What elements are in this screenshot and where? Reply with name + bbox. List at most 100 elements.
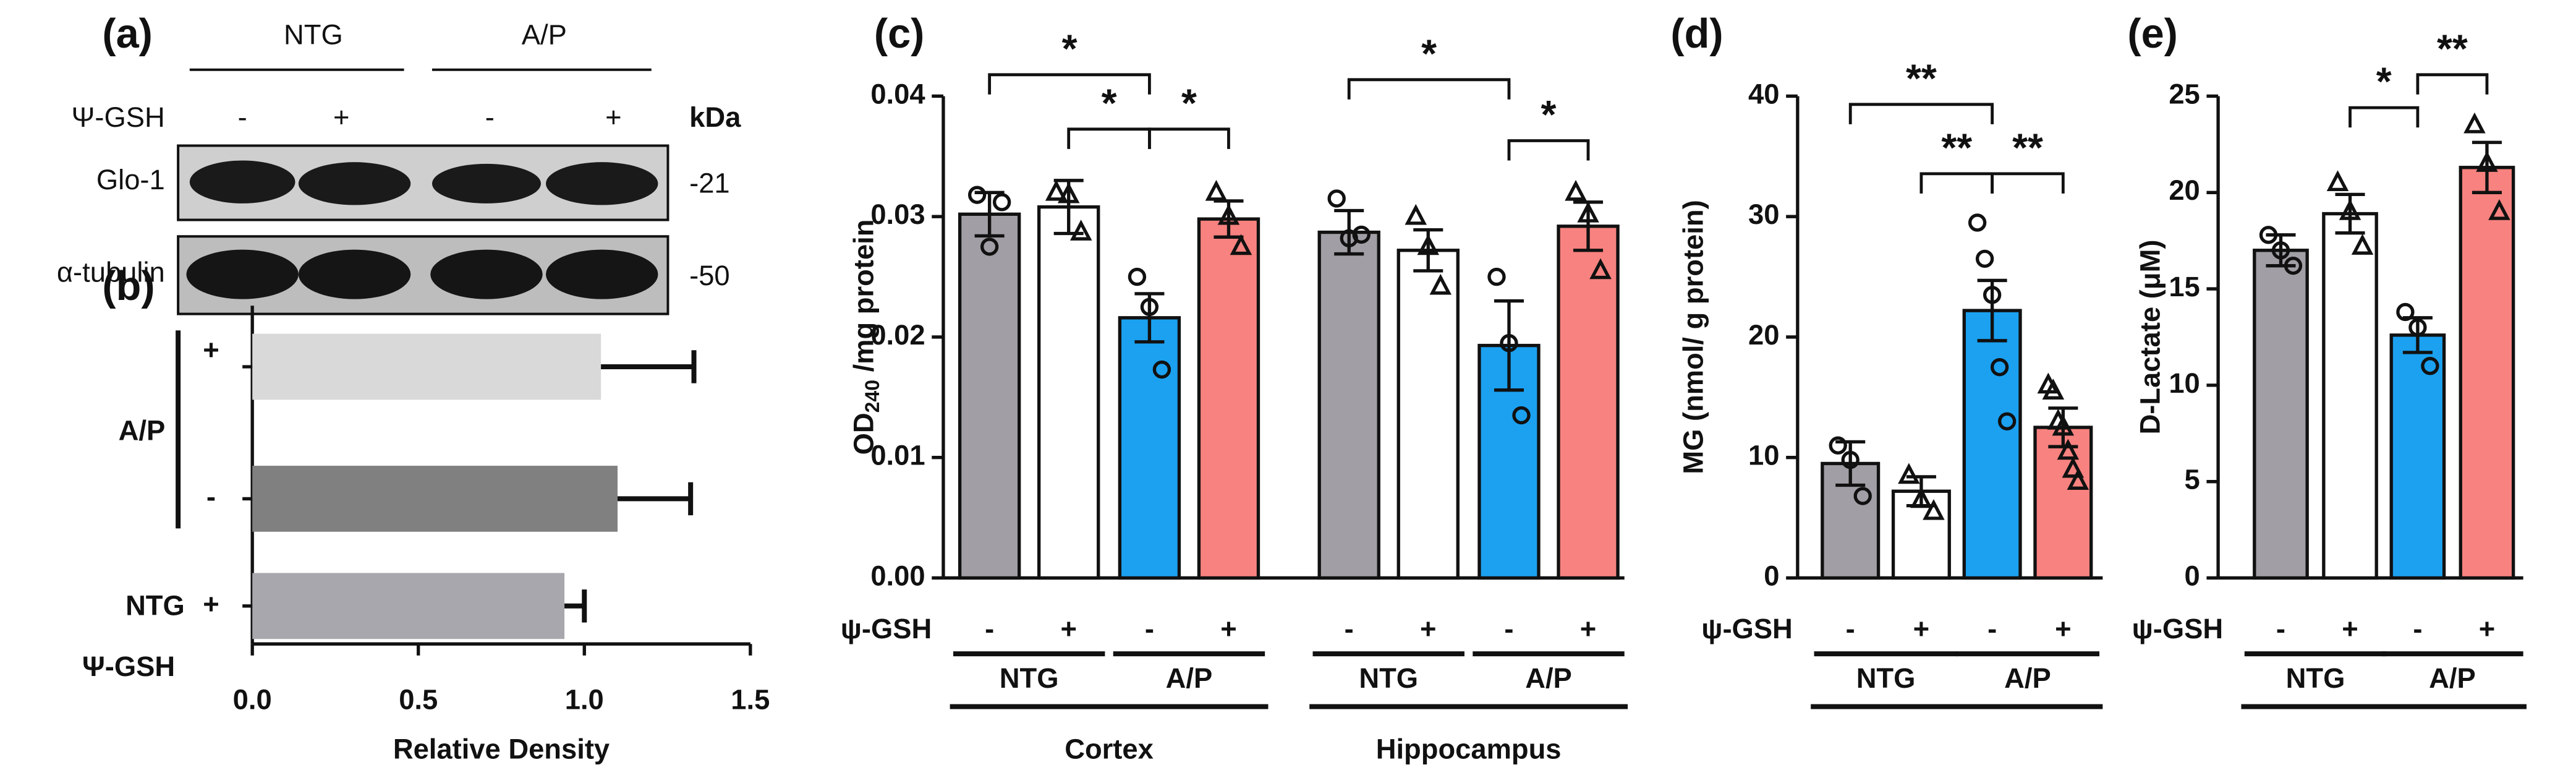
bar — [1396, 249, 1460, 580]
y-tick-label: 10 — [1748, 440, 1779, 471]
data-point — [1417, 234, 1440, 255]
category-label: - — [1987, 613, 1997, 644]
significance-label: * — [2376, 59, 2392, 104]
data-point — [1975, 249, 1994, 268]
group-label: A/P — [1525, 662, 1572, 694]
data-point — [1045, 179, 1068, 201]
category-label: - — [2276, 613, 2285, 644]
data-point — [1853, 487, 1872, 505]
error-bar — [1134, 292, 1165, 344]
data-point — [2339, 199, 2361, 220]
bar — [2459, 166, 2515, 580]
category-label: - — [985, 613, 994, 644]
data-point — [1217, 203, 1240, 225]
group-label: A/P — [119, 415, 166, 447]
data-point — [1923, 498, 1945, 520]
data-point — [2408, 318, 2427, 337]
group-label: A/P — [2429, 662, 2476, 694]
group-label: A/P — [2004, 662, 2051, 694]
data-point — [1968, 213, 1987, 232]
panel-letter: (a) — [102, 11, 153, 57]
y-tick-label: 20 — [2169, 174, 2200, 206]
y-tick-label: 30 — [1748, 199, 1779, 230]
group-label: NTG — [284, 19, 343, 50]
treatment-label: ψ-GSH — [841, 613, 932, 644]
region-label: Hippocampus — [1376, 734, 1562, 765]
data-point — [1230, 234, 1252, 255]
protein-label: α-tubulin — [57, 257, 165, 288]
category-label: + — [203, 588, 219, 620]
significance-bracket — [1507, 139, 1590, 161]
significance-bracket — [1919, 172, 1994, 194]
data-point — [2463, 112, 2486, 134]
data-point — [1327, 189, 1346, 208]
lane-label: + — [605, 101, 621, 133]
data-point — [1128, 267, 1147, 286]
error-bar — [2472, 140, 2502, 194]
data-point — [2284, 257, 2303, 275]
error-bar — [974, 190, 1005, 238]
category-label: - — [1846, 613, 1855, 644]
blot-bands — [189, 160, 658, 205]
significance-bracket — [2416, 73, 2489, 95]
bar — [2389, 333, 2446, 580]
data-point — [1512, 406, 1531, 425]
data-point — [1829, 436, 1847, 455]
panel-letter: (d) — [1670, 11, 1723, 57]
data-point — [1990, 357, 2009, 377]
significance-label: * — [1421, 31, 1437, 75]
data-point — [1898, 463, 1920, 484]
panel-letter: (c) — [874, 11, 925, 57]
data-point — [2351, 234, 2374, 255]
y-tick-label: 20 — [1748, 319, 1779, 351]
y-axis-label-part: OD — [848, 413, 880, 455]
group-label: NTG — [2286, 662, 2345, 694]
region-label: Cortex — [1065, 734, 1154, 765]
bar — [1197, 217, 1260, 580]
x-tick-label: 0.5 — [399, 684, 438, 716]
protein-size: -50 — [689, 260, 730, 291]
data-point — [2488, 199, 2510, 220]
group-label: NTG — [1359, 662, 1418, 694]
error-bar — [2266, 233, 2296, 268]
group-label: A/P — [1166, 662, 1213, 694]
y-tick-label: 0.01 — [870, 440, 925, 471]
y-tick-label: 25 — [2169, 78, 2200, 109]
data-point — [1983, 286, 2002, 304]
bar — [252, 333, 601, 400]
data-point — [1057, 182, 1080, 203]
category-label: - — [206, 481, 216, 512]
y-tick-label: 0.03 — [870, 199, 925, 230]
data-point — [2421, 357, 2439, 375]
data-point — [2052, 414, 2075, 436]
category-label: - — [2413, 613, 2422, 644]
blot-bands — [186, 249, 658, 299]
significance-label: * — [1181, 80, 1197, 125]
error-bar — [564, 589, 587, 623]
treatment-label: ψ-GSH — [2132, 613, 2224, 644]
unit-label: kDa — [689, 101, 741, 133]
significance-bracket — [1148, 127, 1230, 149]
y-tick-label: 5 — [2185, 464, 2200, 495]
x-tick-label: 1.0 — [565, 684, 604, 716]
data-point — [2476, 151, 2498, 172]
y-axis-label: D-Lactate (μM) — [2134, 239, 2166, 434]
group-label: NTG — [1000, 662, 1059, 694]
group-label: A/P — [522, 19, 567, 50]
x-tick-label: 0.0 — [233, 684, 272, 716]
category-label: + — [1420, 613, 1436, 644]
data-point — [1069, 220, 1092, 241]
data-point — [1910, 487, 1932, 508]
error-bar — [601, 350, 697, 383]
category-label: + — [1580, 613, 1596, 644]
group-label: NTG — [125, 589, 185, 621]
group-label: NTG — [1856, 662, 1916, 694]
category-label: + — [203, 334, 219, 366]
y-tick-label: 10 — [2169, 367, 2200, 399]
y-tick-label: 0.02 — [870, 319, 925, 351]
significance-bracket — [1347, 78, 1511, 100]
data-point — [1500, 334, 1518, 353]
error-bar — [1494, 299, 1524, 392]
category-label: - — [1145, 613, 1154, 644]
